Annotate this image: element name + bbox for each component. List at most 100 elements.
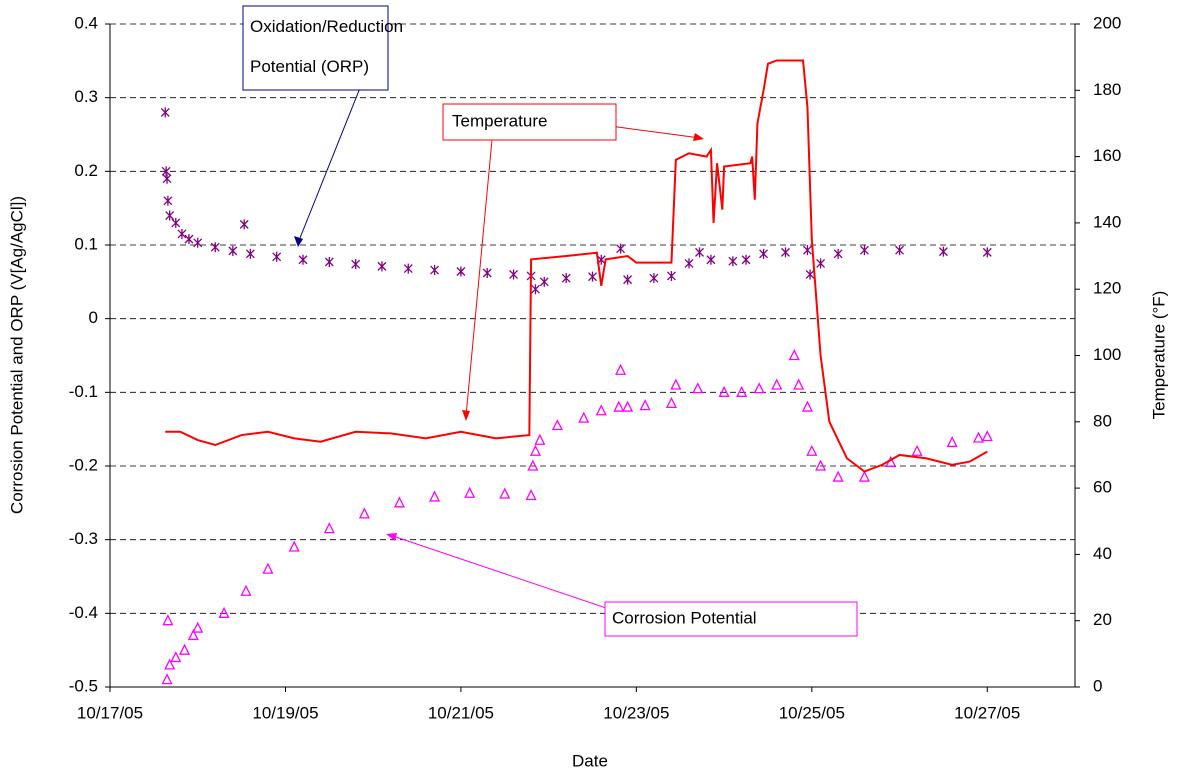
x-tick-label: 10/25/05 [779,703,845,722]
marker [177,228,187,239]
marker [793,378,805,390]
marker [179,643,191,655]
marker [184,234,194,245]
marker [377,261,387,272]
y-tick-label: 0.3 [74,87,98,106]
arrow-head [693,133,704,141]
marker [262,562,274,574]
marker [911,444,923,456]
annotation-text: Corrosion Potential [612,608,757,627]
marker [578,411,590,423]
marker [684,258,694,269]
y2-tick-label: 200 [1093,13,1121,32]
marker [859,245,869,256]
marker [816,258,826,269]
marker [482,267,492,278]
marker [595,404,607,416]
arrow-head [386,533,397,541]
y-tick-label: 0.1 [74,234,98,253]
y2-tick-label: 60 [1093,478,1112,497]
y2-tick-label: 80 [1093,411,1112,430]
marker [240,584,252,596]
marker [239,219,249,230]
marker [165,210,175,221]
marker [806,444,818,456]
y2-tick-label: 140 [1093,212,1121,231]
marker [525,489,537,501]
y2-tick-label: 160 [1093,146,1121,165]
marker [527,459,539,471]
marker [351,259,361,270]
marker [728,256,738,267]
y-tick-label: 0.4 [74,13,98,32]
marker [531,284,540,295]
marker [802,245,812,256]
y2-tick-label: 20 [1093,610,1112,629]
annotation-box [604,601,858,637]
marker [162,614,174,626]
marker [534,433,546,445]
marker [692,382,704,394]
marker [938,246,948,257]
marker [163,195,173,206]
y-tick-label: -0.4 [69,603,98,622]
x-tick-label: 10/19/05 [252,703,318,722]
y-tick-label: -0.1 [69,382,98,401]
annotation-text: Oxidation/Reduction Potential (ORP) [250,17,403,76]
marker [858,470,871,482]
marker [456,266,466,277]
marker [670,378,682,390]
marker [529,444,542,456]
marker [509,269,519,280]
marker [430,265,440,276]
marker [805,269,815,280]
marker [499,487,511,499]
marker [358,507,370,519]
marker [561,273,571,284]
annotation-text: Temperature [452,111,547,130]
marker [218,606,230,618]
marker [551,419,563,431]
annotation-box [442,103,617,141]
marker [162,173,172,184]
marker [393,496,406,508]
marker [615,363,627,375]
marker [245,248,255,259]
arrow [465,139,493,417]
x-tick-label: 10/17/05 [77,703,143,722]
annotation-box [242,5,389,91]
y-axis-label: Corrosion Potential and ORP (V[Ag/AgCl]) [7,196,26,514]
marker [323,522,335,534]
arrow-head [462,410,470,421]
y2-tick-label: 120 [1093,279,1121,298]
marker [801,400,813,412]
arrow [389,534,613,611]
marker [622,400,634,412]
marker [288,540,300,552]
y-tick-label: -0.5 [69,676,98,695]
marker [298,254,308,265]
y-tick-label: 0 [89,308,98,327]
marker [623,274,633,285]
marker [272,251,282,262]
marker [164,658,176,670]
marker [982,247,992,258]
marker [736,385,748,397]
marker [161,166,171,177]
marker [981,430,993,442]
marker [753,382,765,394]
marker [464,486,476,498]
marker [228,245,238,256]
marker [771,378,783,390]
marker [539,276,549,287]
arrow-head [294,236,303,247]
series-line [165,59,988,473]
x-tick-label: 10/27/05 [954,703,1020,722]
y2-axis-label: Temperature (°F) [1149,291,1168,420]
marker [613,400,625,412]
marker [895,245,905,256]
marker [187,628,199,641]
x-tick-label: 10/21/05 [428,703,494,722]
marker [649,273,659,284]
